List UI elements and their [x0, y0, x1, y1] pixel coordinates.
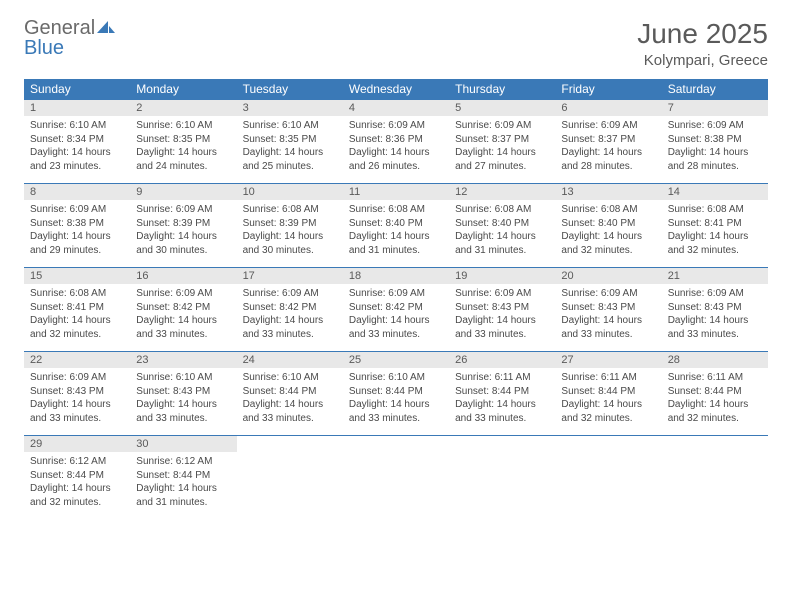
day-cell: Sunrise: 6:10 AMSunset: 8:34 PMDaylight:…: [24, 116, 130, 184]
logo-text-top: General: [24, 17, 95, 39]
day-number: 22: [24, 352, 130, 369]
day-cell: Sunrise: 6:10 AMSunset: 8:35 PMDaylight:…: [237, 116, 343, 184]
day-cell: Sunrise: 6:10 AMSunset: 8:43 PMDaylight:…: [130, 368, 236, 436]
day-content-row: Sunrise: 6:10 AMSunset: 8:34 PMDaylight:…: [24, 116, 768, 184]
day-cell: Sunrise: 6:09 AMSunset: 8:36 PMDaylight:…: [343, 116, 449, 184]
day-cell: Sunrise: 6:10 AMSunset: 8:44 PMDaylight:…: [343, 368, 449, 436]
day-number-row: 22232425262728: [24, 352, 768, 369]
day-number: 10: [237, 184, 343, 201]
day-number: 2: [130, 100, 236, 117]
dow-header: Friday: [555, 79, 661, 100]
day-number: 4: [343, 100, 449, 117]
day-content-row: Sunrise: 6:12 AMSunset: 8:44 PMDaylight:…: [24, 452, 768, 519]
empty-cell: [237, 436, 343, 453]
empty-cell: [343, 436, 449, 453]
day-cell: Sunrise: 6:09 AMSunset: 8:43 PMDaylight:…: [24, 368, 130, 436]
dow-header: Saturday: [662, 79, 768, 100]
day-number: 26: [449, 352, 555, 369]
day-cell: Sunrise: 6:09 AMSunset: 8:38 PMDaylight:…: [24, 200, 130, 268]
day-number: 17: [237, 268, 343, 285]
day-cell: Sunrise: 6:09 AMSunset: 8:42 PMDaylight:…: [130, 284, 236, 352]
empty-cell: [343, 452, 449, 519]
day-number: 5: [449, 100, 555, 117]
day-number-row: 1234567: [24, 100, 768, 117]
day-content-row: Sunrise: 6:09 AMSunset: 8:38 PMDaylight:…: [24, 200, 768, 268]
day-number: 14: [662, 184, 768, 201]
day-number: 1: [24, 100, 130, 117]
dow-header: Thursday: [449, 79, 555, 100]
day-number: 23: [130, 352, 236, 369]
location: Kolympari, Greece: [637, 52, 768, 69]
day-cell: Sunrise: 6:11 AMSunset: 8:44 PMDaylight:…: [449, 368, 555, 436]
day-of-week-row: SundayMondayTuesdayWednesdayThursdayFrid…: [24, 79, 768, 100]
day-number: 24: [237, 352, 343, 369]
day-cell: Sunrise: 6:09 AMSunset: 8:42 PMDaylight:…: [237, 284, 343, 352]
day-number-row: 891011121314: [24, 184, 768, 201]
day-cell: Sunrise: 6:08 AMSunset: 8:41 PMDaylight:…: [662, 200, 768, 268]
day-number-row: 15161718192021: [24, 268, 768, 285]
day-number: 20: [555, 268, 661, 285]
day-content-row: Sunrise: 6:08 AMSunset: 8:41 PMDaylight:…: [24, 284, 768, 352]
day-content-row: Sunrise: 6:09 AMSunset: 8:43 PMDaylight:…: [24, 368, 768, 436]
title-block: June 2025 Kolympari, Greece: [637, 18, 768, 69]
day-number: 30: [130, 436, 236, 453]
day-number: 16: [130, 268, 236, 285]
day-cell: Sunrise: 6:09 AMSunset: 8:43 PMDaylight:…: [662, 284, 768, 352]
month-title: June 2025: [637, 18, 768, 50]
day-number: 19: [449, 268, 555, 285]
logo-text-bottom: Blue: [24, 37, 64, 59]
empty-cell: [662, 436, 768, 453]
day-number: 11: [343, 184, 449, 201]
day-number: 3: [237, 100, 343, 117]
day-cell: Sunrise: 6:11 AMSunset: 8:44 PMDaylight:…: [662, 368, 768, 436]
empty-cell: [449, 436, 555, 453]
day-cell: Sunrise: 6:09 AMSunset: 8:39 PMDaylight:…: [130, 200, 236, 268]
day-number: 12: [449, 184, 555, 201]
empty-cell: [237, 452, 343, 519]
day-number: 29: [24, 436, 130, 453]
header: General Blue June 2025 Kolympari, Greece: [24, 18, 768, 69]
day-cell: Sunrise: 6:10 AMSunset: 8:44 PMDaylight:…: [237, 368, 343, 436]
day-cell: Sunrise: 6:12 AMSunset: 8:44 PMDaylight:…: [130, 452, 236, 519]
day-cell: Sunrise: 6:09 AMSunset: 8:37 PMDaylight:…: [555, 116, 661, 184]
empty-cell: [555, 452, 661, 519]
day-cell: Sunrise: 6:11 AMSunset: 8:44 PMDaylight:…: [555, 368, 661, 436]
day-cell: Sunrise: 6:08 AMSunset: 8:41 PMDaylight:…: [24, 284, 130, 352]
dow-header: Sunday: [24, 79, 130, 100]
day-number: 27: [555, 352, 661, 369]
logo-text: General Blue: [24, 18, 115, 58]
day-cell: Sunrise: 6:08 AMSunset: 8:40 PMDaylight:…: [555, 200, 661, 268]
day-number-row: 2930: [24, 436, 768, 453]
day-number: 15: [24, 268, 130, 285]
day-number: 8: [24, 184, 130, 201]
empty-cell: [555, 436, 661, 453]
empty-cell: [662, 452, 768, 519]
dow-header: Monday: [130, 79, 236, 100]
day-cell: Sunrise: 6:12 AMSunset: 8:44 PMDaylight:…: [24, 452, 130, 519]
day-number: 7: [662, 100, 768, 117]
day-number: 18: [343, 268, 449, 285]
dow-header: Wednesday: [343, 79, 449, 100]
day-cell: Sunrise: 6:10 AMSunset: 8:35 PMDaylight:…: [130, 116, 236, 184]
day-number: 21: [662, 268, 768, 285]
logo-sail-icon: [97, 17, 115, 39]
day-number: 9: [130, 184, 236, 201]
calendar-page: General Blue June 2025 Kolympari, Greece…: [0, 0, 792, 519]
empty-cell: [449, 452, 555, 519]
day-number: 6: [555, 100, 661, 117]
calendar-table: SundayMondayTuesdayWednesdayThursdayFrid…: [24, 79, 768, 519]
day-cell: Sunrise: 6:09 AMSunset: 8:37 PMDaylight:…: [449, 116, 555, 184]
day-number: 28: [662, 352, 768, 369]
day-number: 25: [343, 352, 449, 369]
logo: General Blue: [24, 18, 115, 58]
day-cell: Sunrise: 6:09 AMSunset: 8:38 PMDaylight:…: [662, 116, 768, 184]
day-number: 13: [555, 184, 661, 201]
dow-header: Tuesday: [237, 79, 343, 100]
day-cell: Sunrise: 6:08 AMSunset: 8:39 PMDaylight:…: [237, 200, 343, 268]
day-cell: Sunrise: 6:08 AMSunset: 8:40 PMDaylight:…: [343, 200, 449, 268]
day-cell: Sunrise: 6:08 AMSunset: 8:40 PMDaylight:…: [449, 200, 555, 268]
day-cell: Sunrise: 6:09 AMSunset: 8:43 PMDaylight:…: [555, 284, 661, 352]
day-cell: Sunrise: 6:09 AMSunset: 8:43 PMDaylight:…: [449, 284, 555, 352]
day-cell: Sunrise: 6:09 AMSunset: 8:42 PMDaylight:…: [343, 284, 449, 352]
